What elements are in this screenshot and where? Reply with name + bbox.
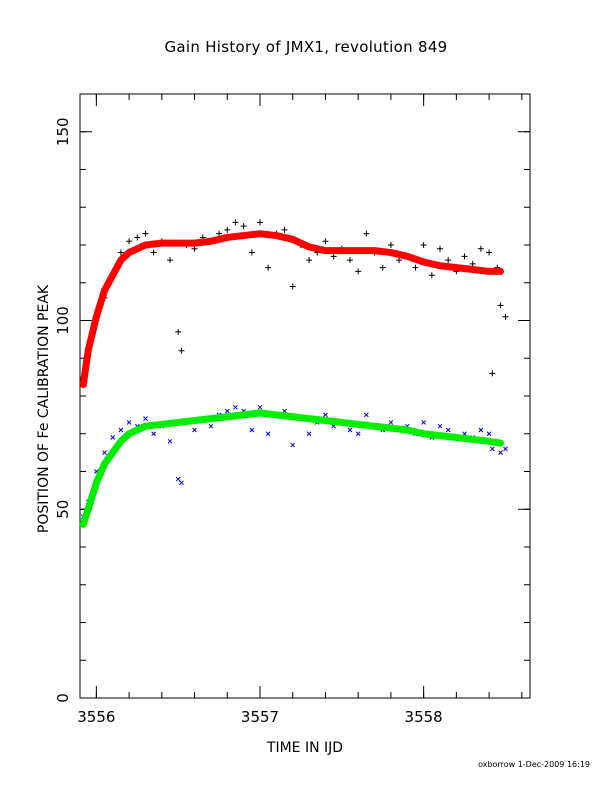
data-point (469, 260, 476, 267)
data-point (134, 234, 141, 241)
data-point (420, 242, 427, 248)
data-point (265, 431, 271, 437)
data-point (232, 219, 239, 226)
data-point (364, 412, 369, 418)
data-point (257, 219, 263, 226)
data-point (289, 283, 296, 290)
chart-title: Gain History of JMX1, revolution 849 (164, 38, 448, 56)
data-point (498, 450, 503, 455)
data-point (396, 257, 403, 264)
data-point (216, 230, 223, 237)
data-point (117, 249, 124, 256)
data-point (233, 404, 238, 410)
data-point (126, 238, 133, 245)
data-point (143, 416, 148, 422)
y-axis-label: POSITION OF Fe CALIBRATION PEAK (36, 284, 52, 534)
data-point (379, 264, 386, 271)
x-axis-label: TIME IN IJD (266, 740, 344, 756)
data-point (281, 226, 288, 233)
trend-line-3 (79, 409, 505, 528)
data-point (175, 328, 182, 335)
data-point (224, 408, 230, 414)
x-tick-label: 3556 (77, 708, 115, 726)
data-point (503, 446, 508, 452)
data-point (150, 249, 157, 256)
data-point (486, 249, 493, 256)
data-point (322, 238, 329, 245)
data-point (208, 423, 214, 429)
data-point (167, 438, 173, 444)
data-point (489, 370, 496, 377)
data-point (240, 223, 247, 230)
data-point (306, 431, 312, 437)
data-point (306, 257, 313, 264)
data-point (290, 442, 296, 448)
data-point (118, 427, 124, 433)
data-point (192, 427, 197, 433)
data-point (490, 446, 495, 452)
data-point (437, 245, 443, 252)
data-point (387, 242, 394, 248)
trend-line-2 (79, 230, 505, 389)
data-point (355, 268, 362, 275)
data-point (248, 249, 255, 256)
data-point (257, 404, 263, 410)
data-point (355, 431, 361, 437)
data-point (477, 245, 484, 252)
y-tick-label: 100 (54, 306, 72, 335)
data-point (478, 427, 484, 433)
y-tick-label: 50 (54, 500, 72, 519)
data-point (179, 480, 184, 486)
data-point (126, 420, 132, 425)
y-tick-label: 150 (54, 117, 72, 146)
data-point (175, 476, 181, 482)
data-point (347, 427, 353, 433)
data-point (178, 347, 185, 354)
data-point (347, 257, 353, 264)
data-point (249, 427, 255, 433)
data-point (151, 431, 156, 437)
data-point (412, 264, 419, 271)
data-point (437, 423, 443, 429)
data-point (102, 450, 107, 455)
data-point (445, 257, 452, 264)
x-tick-label: 3557 (241, 708, 279, 726)
data-point (388, 420, 394, 425)
data-point (445, 427, 451, 433)
data-point (421, 420, 426, 425)
data-point (363, 230, 370, 237)
x-tick-label: 3558 (405, 708, 443, 726)
y-tick-label: 0 (54, 693, 72, 703)
data-point (461, 253, 468, 260)
plot-frame (79, 93, 531, 699)
data-point (142, 230, 149, 237)
data-point (502, 313, 509, 320)
data-point (497, 302, 504, 309)
data-point (323, 412, 328, 418)
data-point (428, 272, 435, 279)
footer-stamp: oxborrow 1-Dec-2009 16:19 (478, 760, 590, 769)
data-point (486, 431, 492, 437)
data-point (110, 435, 116, 440)
data-point (191, 245, 198, 252)
data-point (330, 253, 337, 260)
data-point (224, 226, 231, 233)
data-point (265, 264, 272, 271)
data-point (167, 257, 173, 264)
